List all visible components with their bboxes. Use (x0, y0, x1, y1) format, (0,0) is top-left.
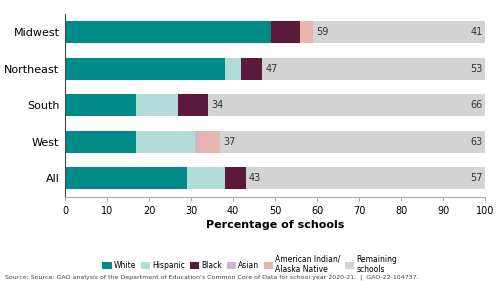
Bar (136, 94, 178, 116)
Text: 53: 53 (470, 64, 483, 74)
Bar (187, 167, 224, 189)
Legend: White, Hispanic, Black, Asian, American Indian/
Alaska Native, Remaining
schools: White, Hispanic, Black, Asian, American … (102, 255, 398, 274)
Bar (224, 167, 246, 189)
Bar (65, 58, 224, 80)
Bar (208, 94, 485, 116)
Text: 59: 59 (316, 27, 328, 37)
Text: 34: 34 (211, 100, 224, 110)
Bar (178, 94, 208, 116)
Bar (136, 131, 195, 153)
Text: 63: 63 (470, 137, 483, 147)
Bar (242, 58, 262, 80)
Bar (65, 131, 136, 153)
Bar (65, 21, 271, 43)
Bar (246, 167, 485, 189)
Bar (200, 131, 220, 153)
Bar (220, 131, 485, 153)
Text: 66: 66 (470, 100, 483, 110)
Bar (65, 167, 187, 189)
Text: 37: 37 (224, 137, 236, 147)
Bar (224, 58, 242, 80)
Bar (313, 21, 485, 43)
Bar (300, 21, 313, 43)
X-axis label: Percentage of schools: Percentage of schools (206, 220, 344, 230)
Text: Source: Source: GAO analysis of the Department of Education's Common Core of Dat: Source: Source: GAO analysis of the Depa… (5, 274, 418, 280)
Bar (271, 21, 300, 43)
Text: 41: 41 (470, 27, 483, 37)
Text: 47: 47 (266, 64, 278, 74)
Text: 57: 57 (470, 173, 483, 183)
Bar (262, 58, 485, 80)
Bar (195, 131, 200, 153)
Text: 43: 43 (249, 173, 261, 183)
Bar (65, 94, 136, 116)
